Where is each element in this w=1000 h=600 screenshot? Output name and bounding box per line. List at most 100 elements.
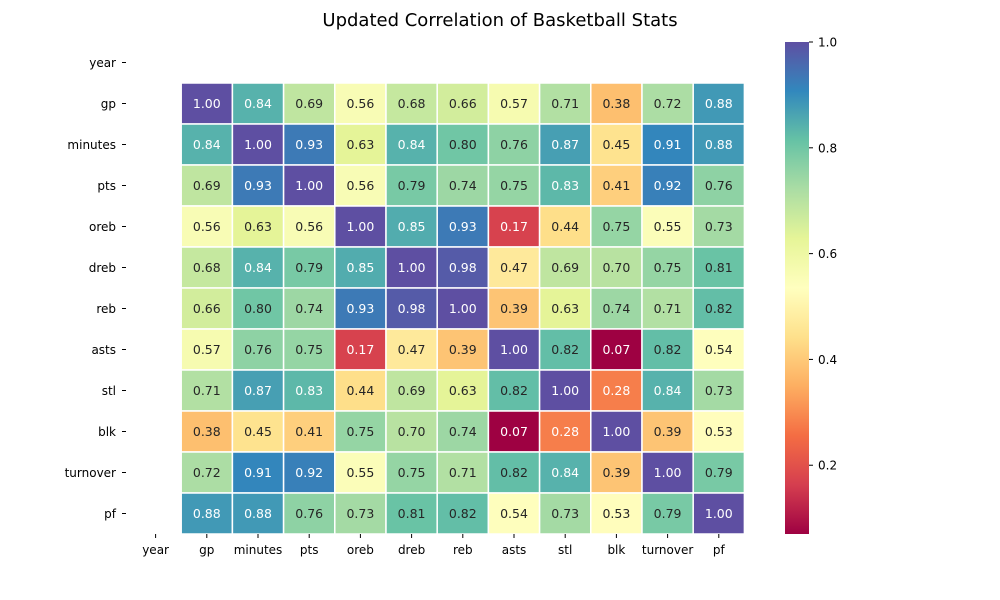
- chart-title: Updated Correlation of Basketball Stats: [322, 10, 677, 31]
- cell-value-label: 0.73: [346, 506, 374, 521]
- cell-value-label: 0.93: [449, 219, 477, 234]
- x-tick-label-turnover: turnover: [642, 543, 693, 557]
- cell-value-label: 0.75: [295, 342, 323, 357]
- y-tick-label-turnover: turnover: [65, 466, 116, 480]
- x-tick-label-blk: blk: [607, 543, 625, 557]
- heatmap-cell-asts-reb: [436, 328, 490, 371]
- heatmap-cell-pf-minutes: [231, 492, 285, 535]
- y-axis: year gp minutes pts oreb dreb reb asts stl blk tur…: [65, 56, 126, 521]
- cell-value-label: 0.98: [398, 301, 426, 316]
- cell-value-label: 1.00: [193, 96, 221, 111]
- cell-value-label: 0.63: [449, 383, 477, 398]
- heatmap-cell-minutes-reb: [436, 123, 490, 166]
- heatmap-cell-reb-reb: [436, 287, 490, 330]
- cell-value-label: 0.93: [244, 178, 272, 193]
- heatmap-cell-turnover-blk: [590, 451, 643, 494]
- heatmap-cells: 1.00 0.84 0.69 0.56 0.68 0.66 0.57 0.71 0.38 0.72…: [180, 82, 746, 535]
- x-tick-label-gp: gp: [199, 543, 214, 557]
- cell-value-label: 0.91: [244, 465, 272, 480]
- cell-value-label: 0.39: [449, 342, 477, 357]
- cell-value-label: 0.84: [244, 260, 272, 275]
- heatmap-cell-pf-turnover: [641, 492, 694, 535]
- heatmap-cell-stl-gp: [180, 369, 234, 412]
- heatmap-cell-pts-pf: [692, 164, 746, 207]
- cell-value-label: 0.88: [244, 506, 272, 521]
- heatmap-cell-asts-turnover: [641, 328, 694, 371]
- heatmap-cell-oreb-oreb: [334, 205, 387, 248]
- heatmap-cell-stl-dreb: [385, 369, 438, 412]
- cell-value-label: 0.83: [295, 383, 323, 398]
- heatmap-cell-reb-blk: [590, 287, 643, 330]
- cell-value-label: 0.55: [346, 465, 374, 480]
- heatmap-cell-pts-gp: [180, 164, 234, 207]
- cell-value-label: 0.92: [295, 465, 323, 480]
- cell-value-label: 0.38: [193, 424, 221, 439]
- cell-value-label: 0.07: [602, 342, 630, 357]
- cell-value-label: 0.75: [398, 465, 426, 480]
- heatmap-cell-asts-stl: [538, 328, 592, 371]
- cell-value-label: 0.69: [193, 178, 221, 193]
- cell-value-label: 0.76: [500, 137, 528, 152]
- colorbar-tick-label: 0.6: [818, 247, 837, 261]
- cell-value-label: 0.76: [705, 178, 733, 193]
- cell-value-label: 0.88: [705, 96, 733, 111]
- cell-value-label: 0.45: [244, 424, 272, 439]
- cell-value-label: 0.53: [602, 506, 630, 521]
- cell-value-label: 0.79: [398, 178, 426, 193]
- x-tick-label-pf: pf: [713, 543, 726, 557]
- heatmap-cell-minutes-dreb: [385, 123, 438, 166]
- cell-value-label: 0.17: [500, 219, 528, 234]
- heatmap-cell-dreb-pf: [692, 246, 746, 289]
- cell-value-label: 0.82: [705, 301, 733, 316]
- heatmap-cell-dreb-reb: [436, 246, 490, 289]
- heatmap-cell-reb-oreb: [334, 287, 387, 330]
- heatmap-cell-minutes-blk: [590, 123, 643, 166]
- x-tick-label-pts: pts: [300, 543, 319, 557]
- y-tick-label-minutes: minutes: [67, 138, 116, 152]
- cell-value-label: 0.79: [295, 260, 323, 275]
- cell-value-label: 0.44: [551, 219, 579, 234]
- heatmap-cell-pts-dreb: [385, 164, 438, 207]
- cell-value-label: 0.63: [346, 137, 374, 152]
- cell-value-label: 0.85: [346, 260, 374, 275]
- heatmap-cell-dreb-turnover: [641, 246, 694, 289]
- heatmap-cell-asts-minutes: [231, 328, 285, 371]
- heatmap-cell-stl-pf: [692, 369, 746, 412]
- cell-value-label: 0.80: [449, 137, 477, 152]
- y-tick-label-asts: asts: [91, 343, 116, 357]
- heatmap-cell-turnover-reb: [436, 451, 490, 494]
- cell-value-label: 0.83: [551, 178, 579, 193]
- heatmap-cell-gp-gp: [180, 82, 234, 125]
- cell-value-label: 0.53: [705, 424, 733, 439]
- y-tick-label-pts: pts: [97, 179, 116, 193]
- heatmap-cell-gp-turnover: [641, 82, 694, 125]
- y-tick-label-stl: stl: [102, 384, 116, 398]
- cell-value-label: 1.00: [500, 342, 528, 357]
- cell-value-label: 1.00: [295, 178, 323, 193]
- cell-value-label: 0.82: [654, 342, 682, 357]
- heatmap-cell-turnover-pts: [282, 451, 336, 494]
- cell-value-label: 0.74: [602, 301, 630, 316]
- cell-value-label: 0.81: [705, 260, 733, 275]
- x-tick-label-dreb: dreb: [398, 543, 425, 557]
- cell-value-label: 0.56: [295, 219, 323, 234]
- y-tick-label-reb: reb: [96, 302, 116, 316]
- heatmap-cell-blk-asts: [487, 410, 541, 453]
- x-tick-label-asts: asts: [502, 543, 527, 557]
- cell-value-label: 0.39: [602, 465, 630, 480]
- heatmap-cell-gp-stl: [538, 82, 592, 125]
- cell-value-label: 0.84: [551, 465, 579, 480]
- cell-value-label: 0.73: [551, 506, 579, 521]
- heatmap-cell-blk-pf: [692, 410, 746, 453]
- cell-value-label: 0.72: [654, 96, 682, 111]
- heatmap-cell-stl-turnover: [641, 369, 694, 412]
- heatmap-cell-asts-asts: [487, 328, 541, 371]
- heatmap-cell-dreb-dreb: [385, 246, 438, 289]
- cell-value-label: 0.47: [500, 260, 528, 275]
- cell-value-label: 0.84: [193, 137, 221, 152]
- x-axis: year gp minutes pts oreb dreb reb asts stl blk tur…: [142, 534, 725, 557]
- x-tick-label-year: year: [142, 543, 169, 557]
- cell-value-label: 0.82: [449, 506, 477, 521]
- cell-value-label: 0.75: [346, 424, 374, 439]
- heatmap-cell-blk-pts: [282, 410, 336, 453]
